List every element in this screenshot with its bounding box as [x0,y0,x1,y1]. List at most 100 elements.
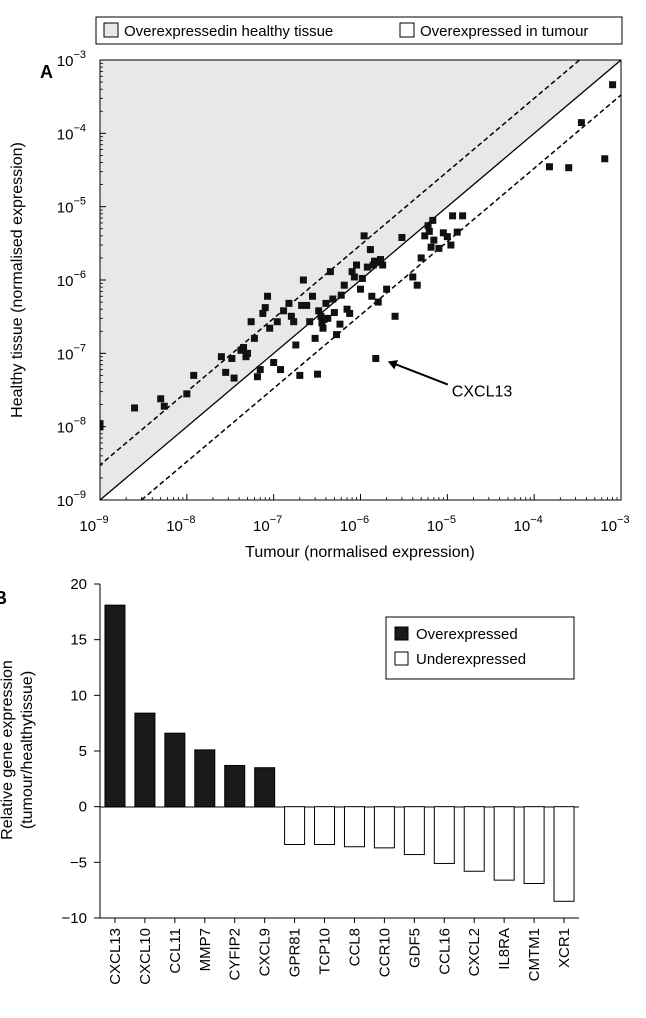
panel-b-category-labels: CXCL13 CXCL10 CCL11 MMP7 CYFIP2 CXCL9 GPR81 TCP… [107,918,573,985]
bar-cxcl13 [104,604,126,808]
y-tick-label: 10−6 [57,269,86,290]
bar-cxcl10 [134,712,156,808]
data-point [253,373,261,381]
data-point [270,358,278,366]
y-tick-label: −5 [70,854,87,871]
data-point [350,273,358,281]
legend-swatch-tumour [399,22,415,38]
data-point [421,232,429,240]
bar-ccl16 [433,806,455,864]
data-point [277,366,285,374]
data-point [315,307,323,315]
data-point [443,233,451,241]
annotation-arrowhead [387,360,398,370]
data-point [340,281,348,289]
bar-cxcl2 [463,806,485,872]
category-label: CYFIP2 [227,928,244,981]
data-point [343,305,351,313]
data-point [287,312,295,320]
category-label: IL8RA [496,928,513,970]
bar-mmp7 [194,749,216,808]
data-point [453,228,461,236]
data-point [346,309,354,317]
data-point [337,291,345,299]
data-point [366,246,374,254]
data-point [296,371,304,379]
data-point [424,222,432,230]
legend-label-underexpressed: Underexpressed [416,651,526,668]
data-point [360,232,368,240]
cxcl13-annotation: CXCL13 [387,360,512,401]
x-tick-label: 10−8 [166,514,195,535]
data-point [230,374,238,382]
data-point [363,263,371,271]
bar-gdf5 [403,806,425,856]
category-label: TCP10 [317,928,334,975]
panel-b-bars [104,604,575,902]
data-point [228,355,236,363]
bar-cxcl9 [254,767,276,808]
data-point [459,212,467,220]
data-point [333,331,341,339]
panel-b-y-ticks: −10 −5 0 5 10 15 20 [62,576,100,927]
top-legend: Overexpressedin healthy tissue Overexpre… [95,16,623,45]
data-point [261,304,269,312]
data-point [357,285,364,293]
data-point [322,299,330,307]
panel-b: B −10 −5 0 5 10 15 20 CXCL13 CXCL10 CCL11 MMP7 CYF… [0,576,579,985]
data-point [256,366,264,374]
legend-label-tumour: Overexpressed in tumour [420,23,588,40]
data-point [417,254,425,262]
data-point [326,268,334,276]
data-point [430,236,438,244]
bar-tcp10 [314,806,336,846]
category-label: CCL11 [167,928,184,974]
data-point [247,318,255,326]
data-point [250,334,258,342]
panel-a: A 10−9 10−9 10−8 10−8 10−7 10−7 10−6 10−6 10−5 10… [9,49,630,561]
y-tick-label: 10−4 [57,122,86,143]
data-point [290,318,298,326]
data-point [306,318,314,326]
panel-a-plot-area [100,60,621,500]
y-tick-label: 10−7 [57,342,86,363]
y-tick-label: 10−5 [57,196,86,217]
bar-cmtm1 [523,806,545,884]
panel-b-y-label: Relative gene expression [0,660,16,840]
y-tick-label: 10−3 [57,49,86,70]
data-point [609,81,617,89]
category-label: CCL8 [346,928,363,966]
bar-cyfip2 [224,764,246,808]
data-point [330,309,338,317]
category-label: CCL16 [436,928,453,975]
x-tick-label: 10−5 [427,514,456,535]
category-label: CXCL9 [257,928,274,976]
data-point [314,370,322,378]
data-point [368,292,376,300]
category-label: CXCL2 [466,928,483,976]
data-point [240,344,248,352]
category-label: GPR81 [287,928,304,977]
y-tick-label: 10−9 [57,489,86,510]
data-point [413,281,421,289]
panel-b-letter: B [0,588,7,608]
y-tick-label: −10 [62,910,87,927]
data-point [292,341,300,349]
data-point [299,276,307,284]
y-tick-label: 5 [79,743,87,760]
legend-label-overexpressed: Overexpressed [416,626,518,643]
legend-label-healthy: Overexpressedin healthy tissue [124,23,333,40]
panel-a-x-label: Tumour (normalised expression) [245,544,475,561]
data-point [391,312,399,320]
annotation-arrow [393,362,449,386]
data-point [244,349,252,357]
scatter-points [100,81,617,431]
panel-b-legend-frame [385,616,575,680]
data-point [449,212,457,220]
category-label: XCR1 [556,928,573,968]
top-legend-frame [95,16,623,45]
data-point [324,314,332,322]
bar-ccr10 [373,806,395,849]
data-point [160,402,168,410]
legend-swatch-underexpressed [394,651,409,666]
